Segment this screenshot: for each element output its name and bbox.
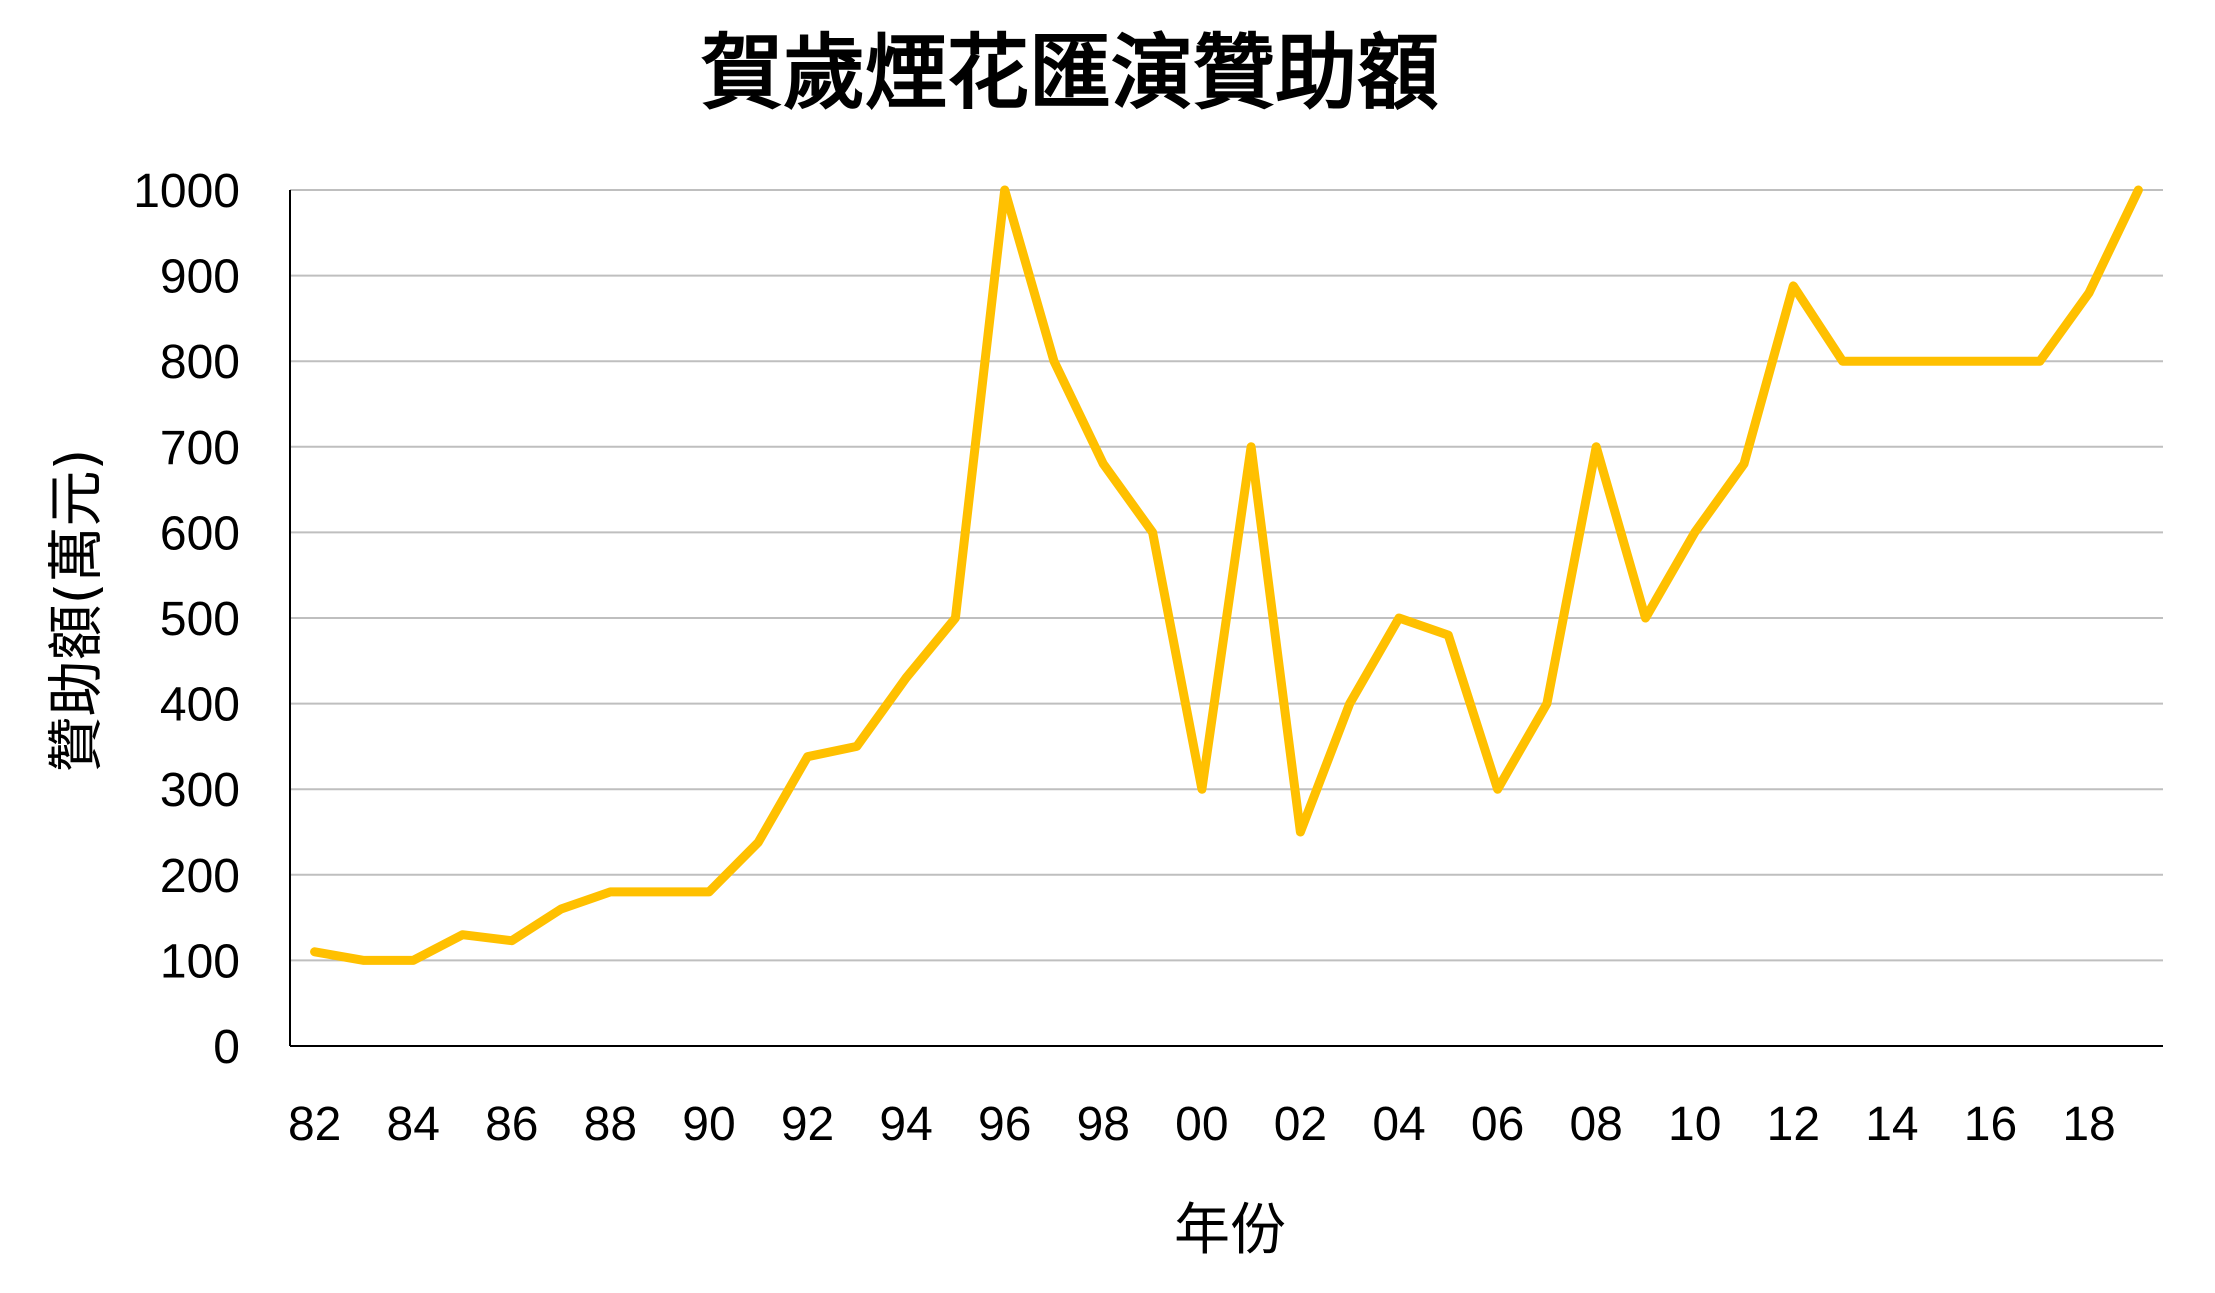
y-tick-label: 900 bbox=[160, 251, 240, 304]
y-tick-label: 500 bbox=[160, 593, 240, 646]
x-tick-label: 14 bbox=[1865, 1098, 1918, 1151]
y-tick-label: 0 bbox=[213, 1021, 240, 1074]
x-tick-label: 18 bbox=[2062, 1098, 2115, 1151]
x-tick-label: 06 bbox=[1471, 1098, 1524, 1151]
x-tick-label: 92 bbox=[781, 1098, 834, 1151]
x-tick-label: 90 bbox=[682, 1098, 735, 1151]
x-tick-label: 02 bbox=[1274, 1098, 1327, 1151]
x-tick-label: 12 bbox=[1767, 1098, 1820, 1151]
x-tick-label: 94 bbox=[879, 1098, 932, 1151]
y-tick-label: 800 bbox=[160, 336, 240, 389]
y-tick-label: 300 bbox=[160, 764, 240, 817]
x-tick-label: 16 bbox=[1964, 1098, 2017, 1151]
y-tick-label: 1000 bbox=[133, 165, 240, 218]
x-tick-label: 00 bbox=[1175, 1098, 1228, 1151]
x-axis-title: 年份 bbox=[1174, 1198, 1286, 1263]
y-tick-label: 700 bbox=[160, 422, 240, 475]
y-tick-label: 400 bbox=[160, 679, 240, 732]
x-tick-label: 08 bbox=[1569, 1098, 1622, 1151]
x-tick-label: 04 bbox=[1372, 1098, 1425, 1151]
x-tick-label: 98 bbox=[1077, 1098, 1130, 1151]
chart-title: 賀歲煙花匯演贊助額 bbox=[700, 26, 1439, 121]
x-tick-label: 86 bbox=[485, 1098, 538, 1151]
x-tick-label: 84 bbox=[387, 1098, 440, 1151]
x-tick-label: 96 bbox=[978, 1098, 1031, 1151]
y-tick-label: 200 bbox=[160, 850, 240, 903]
x-tick-label: 82 bbox=[288, 1098, 341, 1151]
y-tick-label: 100 bbox=[160, 935, 240, 988]
y-tick-label: 600 bbox=[160, 507, 240, 560]
x-tick-label: 10 bbox=[1668, 1098, 1721, 1151]
x-tick-label: 88 bbox=[584, 1098, 637, 1151]
series-line bbox=[310, 185, 2143, 965]
